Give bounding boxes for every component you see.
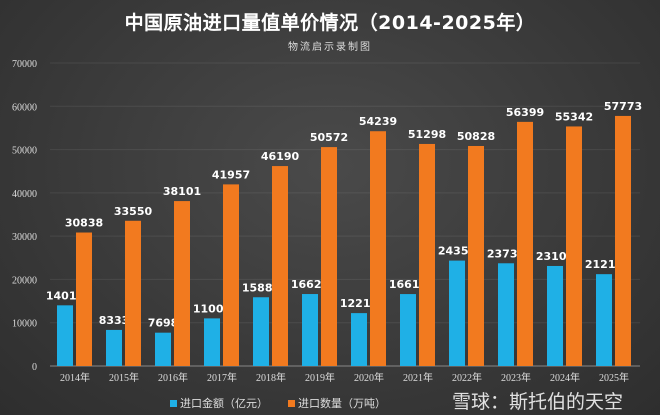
- data-label: 41957: [212, 168, 250, 181]
- y-tick-label: 0: [32, 362, 37, 373]
- bar-amount: [449, 260, 465, 366]
- bar-quantity: [370, 131, 386, 366]
- x-tick-label: 2015年: [109, 371, 139, 384]
- y-tick-label: 60000: [12, 102, 37, 113]
- x-tick-label: 2025年: [599, 371, 629, 384]
- x-tick-label: 2022年: [452, 371, 482, 384]
- chart-title: 中国原油进口量值单价情况（2014-2025年）: [124, 12, 536, 34]
- x-tick-label: 2019年: [305, 371, 335, 384]
- bar-quantity: [174, 201, 190, 366]
- bar-amount: [204, 318, 220, 366]
- data-label: 21217: [585, 258, 623, 271]
- bar-quantity: [615, 115, 631, 366]
- x-tick-label: 2023年: [501, 371, 531, 384]
- legend-item-amount: 进口金额（亿元）: [170, 395, 268, 411]
- bar-quantity: [272, 166, 288, 366]
- data-label: 16627: [291, 278, 329, 291]
- data-label: 15882: [242, 281, 280, 294]
- x-tick-label: 2020年: [354, 371, 384, 384]
- bar-amount: [400, 294, 416, 366]
- data-label: 50828: [457, 130, 495, 143]
- data-label: 55342: [555, 110, 593, 123]
- data-label: 8333: [99, 314, 130, 327]
- bar-amount: [547, 265, 563, 366]
- data-label: 11003: [193, 302, 231, 315]
- data-label: 46190: [261, 150, 300, 163]
- data-label: 38101: [163, 185, 201, 198]
- data-label: 7698: [148, 317, 179, 330]
- bar-amount: [596, 274, 612, 366]
- legend-label: 进口金额（亿元）: [180, 397, 268, 410]
- legend: 进口金额（亿元） 进口数量（万吨）: [170, 395, 386, 411]
- bar-amount: [155, 332, 171, 366]
- chart-subtitle: 物流启示录制图: [288, 42, 372, 53]
- bar-quantity: [223, 184, 239, 366]
- y-tick-label: 40000: [12, 189, 37, 200]
- bar-amount: [253, 297, 269, 366]
- x-tick-label: 2018年: [256, 371, 286, 384]
- y-tick-label: 30000: [12, 232, 37, 243]
- data-label: 12218: [340, 297, 378, 310]
- data-label: 50572: [310, 131, 348, 144]
- x-tick-label: 2016年: [158, 371, 188, 384]
- y-tick-label: 10000: [12, 319, 37, 330]
- x-tick-label: 2024年: [550, 371, 580, 384]
- bar-amount: [351, 313, 367, 366]
- data-label: 24350: [438, 245, 477, 258]
- bar-quantity: [125, 220, 141, 366]
- y-tick-label: 70000: [12, 59, 37, 70]
- data-label: 54239: [359, 115, 397, 128]
- bar-quantity: [76, 232, 92, 366]
- data-label: 30838: [65, 217, 103, 230]
- data-label: 33550: [114, 205, 153, 218]
- watermark: 雪球：斯托伯的天空: [452, 391, 624, 413]
- y-tick-label: 50000: [12, 146, 37, 157]
- bar-amount: [57, 305, 73, 366]
- bar-quantity: [321, 147, 337, 366]
- x-tick-label: 2014年: [60, 371, 90, 384]
- y-tick-label: 20000: [12, 275, 37, 286]
- data-label: 16618: [389, 278, 427, 291]
- bar-amount: [302, 294, 318, 366]
- bar-quantity: [419, 143, 435, 366]
- bar-amount: [498, 263, 514, 366]
- data-label: 56399: [506, 106, 544, 119]
- data-label: 51298: [408, 128, 446, 141]
- data-label: 23108: [536, 250, 574, 263]
- legend-swatch: [170, 400, 177, 407]
- legend-item-quantity: 进口数量（万吨）: [288, 395, 386, 411]
- bar-amount: [106, 329, 122, 366]
- legend-swatch: [288, 400, 295, 407]
- data-label: 57773: [604, 100, 642, 113]
- bar-quantity: [566, 126, 582, 366]
- x-tick-label: 2017年: [207, 371, 237, 384]
- data-label: 23733: [487, 247, 525, 260]
- legend-label: 进口数量（万吨）: [298, 397, 386, 410]
- x-tick-label: 2021年: [403, 371, 433, 384]
- bar-quantity: [468, 145, 484, 366]
- bar-quantity: [517, 121, 533, 367]
- data-label: 14017: [46, 289, 84, 302]
